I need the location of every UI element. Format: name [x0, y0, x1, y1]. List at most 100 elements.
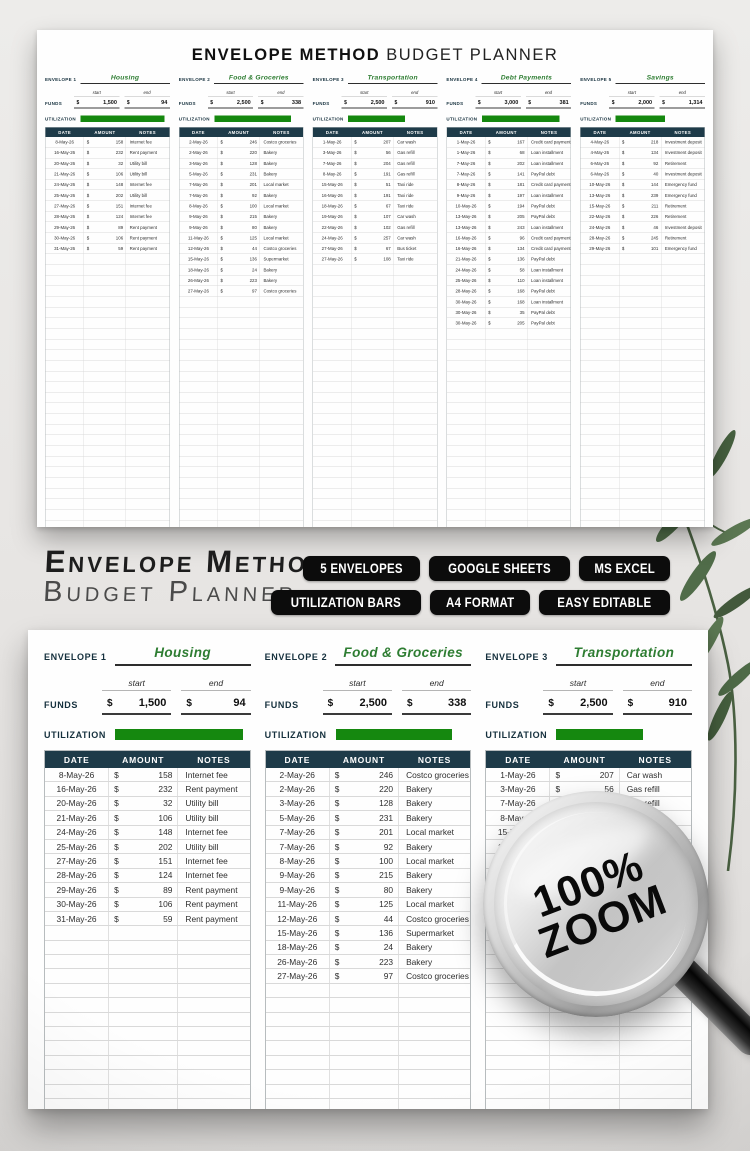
amount-cell — [619, 265, 661, 275]
table-row: 3-May-26$128Bakery — [179, 158, 303, 169]
date-cell — [46, 382, 85, 392]
currency-symbol: $ — [87, 214, 89, 219]
product-mockup: ENVELOPE METHOD BUDGET PLANNER ENVELOPE … — [0, 0, 750, 1151]
date-cell: 30-May-26 — [447, 297, 486, 307]
notes-cell: Loan installment — [528, 193, 571, 198]
amount-value: 67 — [386, 246, 391, 251]
page-title-regular: BUDGET PLANNER — [386, 45, 558, 64]
amount-value: 58 — [520, 267, 525, 272]
currency-symbol: $ — [87, 161, 89, 166]
currency-symbol: $ — [221, 150, 223, 155]
funds-start-value: 2,000 — [638, 100, 652, 106]
amount-cell: $92 — [330, 840, 399, 853]
date-cell — [46, 425, 85, 435]
table-row — [179, 307, 303, 318]
envelope-columns-full-page: ENVELOPE 1HousingstartendFUNDS$1,500$94U… — [45, 73, 705, 527]
table-row — [447, 361, 571, 372]
amount-value: 106 — [116, 235, 123, 240]
end-label: end — [258, 90, 303, 97]
table-row — [179, 371, 303, 382]
currency-symbol: $ — [221, 257, 223, 262]
utilization-track — [556, 729, 692, 740]
amount-value: 32 — [118, 161, 123, 166]
date-cell: 26-May-26 — [179, 275, 218, 285]
notes-cell: Emergency fund — [661, 193, 704, 198]
currency-symbol: $ — [622, 203, 624, 208]
amount-cell: $205 — [486, 318, 528, 328]
envelope-name: Transportation — [574, 645, 675, 660]
amount-cell — [84, 446, 126, 456]
table-row — [581, 307, 705, 318]
date-cell: 28-May-26 — [45, 869, 109, 882]
notes-cell: Utility bill — [126, 161, 169, 166]
amount-value: 243 — [517, 225, 524, 230]
amount-value: 80 — [252, 225, 257, 230]
notes-cell: Investment deposit — [661, 140, 704, 145]
date-cell: 9-May-26 — [266, 883, 330, 896]
currency-symbol: $ — [221, 182, 223, 187]
amount-cell: $128 — [218, 158, 260, 168]
amount-value: 89 — [163, 885, 172, 895]
amount-cell: $107 — [352, 212, 394, 222]
amount-value: 56 — [386, 150, 391, 155]
date-cell — [179, 446, 218, 456]
table-row — [179, 510, 303, 521]
amount-value: 246 — [250, 140, 257, 145]
notes-cell: Internet fee — [178, 856, 249, 866]
table-row — [486, 1085, 691, 1099]
table-header-row: DATEAMOUNTNOTES — [266, 751, 471, 768]
currency-symbol: $ — [114, 885, 119, 895]
page-title-bold: ENVELOPE METHOD — [192, 45, 380, 64]
amount-cell: $194 — [486, 201, 528, 211]
column-header-notes: NOTES — [260, 130, 303, 135]
date-cell: 8-May-26 — [179, 201, 218, 211]
table-row — [46, 414, 170, 425]
amount-cell: $201 — [330, 826, 399, 839]
currency-symbol: $ — [261, 100, 264, 106]
table-row: 30-May-26$205PayPal debt — [447, 318, 571, 329]
amount-cell — [352, 318, 394, 328]
date-cell — [313, 510, 352, 520]
table-row — [266, 1013, 471, 1027]
amount-cell — [550, 1041, 619, 1054]
table-row: 25-May-26$202Utility bill — [46, 190, 170, 201]
table-row — [581, 414, 705, 425]
amount-cell — [84, 456, 126, 466]
table-row — [266, 1041, 471, 1055]
currency-symbol: $ — [488, 193, 490, 198]
date-cell — [313, 307, 352, 317]
date-cell — [581, 382, 620, 392]
table-row: 29-May-26$89Rent payment — [45, 883, 250, 897]
date-cell: 15-May-26 — [179, 254, 218, 264]
amount-value: 202 — [517, 161, 524, 166]
date-cell — [447, 414, 486, 424]
amount-cell — [84, 371, 126, 381]
expense-table: DATEAMOUNTNOTES8-May-26$158Internet fee1… — [45, 127, 170, 527]
date-cell — [313, 371, 352, 381]
amount-value: 257 — [383, 235, 390, 240]
table-row — [581, 329, 705, 340]
amount-cell — [352, 488, 394, 498]
table-row: 21-May-26$106Utility bill — [45, 811, 250, 825]
date-cell — [313, 435, 352, 445]
expense-table: DATEAMOUNTNOTES2-May-26$246Costco grocer… — [179, 127, 304, 527]
amount-value: 80 — [384, 885, 393, 895]
utilization-bar — [556, 729, 643, 740]
notes-cell: Local market — [399, 899, 470, 909]
amount-cell — [109, 941, 178, 954]
column-header-date: DATE — [266, 755, 329, 765]
amount-cell — [619, 275, 661, 285]
table-row — [46, 265, 170, 276]
table-row — [179, 318, 303, 329]
amount-cell: $151 — [84, 201, 126, 211]
utilization-bar — [115, 729, 243, 740]
table-row — [486, 1027, 691, 1041]
table-row — [581, 339, 705, 350]
amount-cell — [352, 307, 394, 317]
amount-value: 59 — [118, 246, 123, 251]
amount-cell: $80 — [218, 222, 260, 232]
funds-label: FUNDS — [446, 101, 470, 106]
envelope-column: ENVELOPE 2Food & GroceriesstartendFUNDS$… — [179, 73, 304, 527]
date-cell — [46, 339, 85, 349]
table-row — [581, 393, 705, 404]
